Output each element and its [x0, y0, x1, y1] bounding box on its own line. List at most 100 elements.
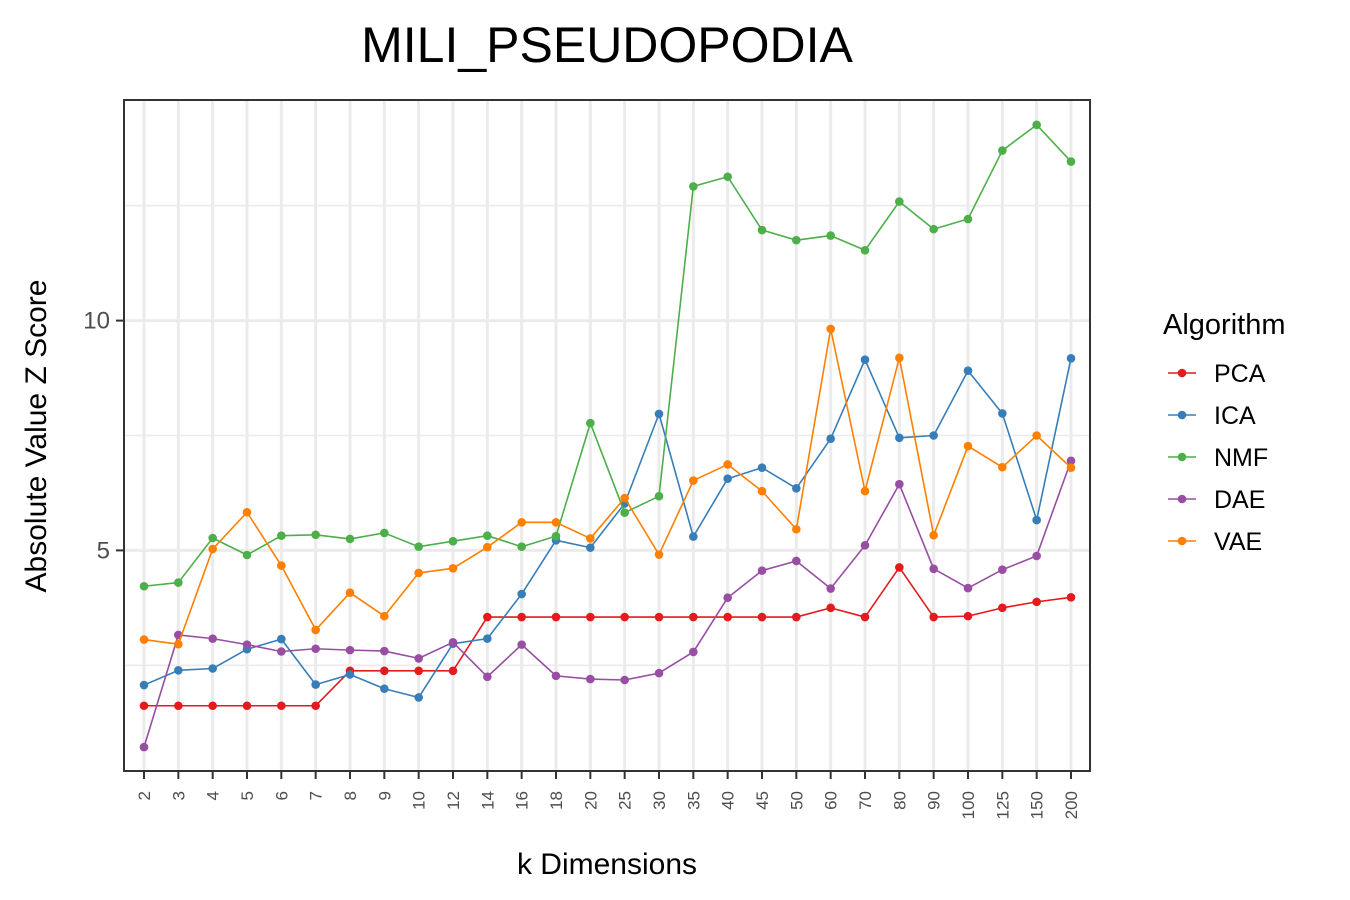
- x-tick-label: 6: [272, 791, 291, 800]
- data-point-dae: [929, 564, 938, 574]
- x-tick-label: 200: [1062, 791, 1081, 819]
- x-tick-label: 12: [444, 791, 463, 810]
- x-tick-label: 125: [993, 791, 1012, 819]
- data-point-ica: [929, 431, 938, 440]
- data-point-dae: [895, 479, 904, 489]
- data-point-ica: [483, 634, 492, 643]
- x-tick-label: 150: [1028, 791, 1047, 819]
- data-point-ica: [174, 666, 183, 675]
- data-point-nmf: [998, 146, 1007, 155]
- data-point-pca: [963, 611, 973, 621]
- series-line-vae: [143, 328, 1072, 645]
- legend-title: Algorithm: [1163, 309, 1286, 341]
- legend-key-point-dae: [1177, 494, 1187, 504]
- data-point-ica: [963, 366, 973, 375]
- x-tick-label: 25: [616, 791, 635, 810]
- series-dae: [139, 456, 1076, 752]
- data-point-dae: [414, 654, 423, 663]
- data-point-dae: [1032, 551, 1041, 561]
- data-point-vae: [826, 324, 835, 334]
- data-point-ica: [998, 409, 1007, 418]
- data-point-nmf: [551, 531, 561, 541]
- data-point-nmf: [174, 578, 183, 587]
- x-tick-label: 10: [410, 791, 429, 810]
- data-point-vae: [654, 550, 664, 559]
- data-point-pca: [723, 612, 732, 622]
- data-point-vae: [448, 564, 458, 573]
- data-point-nmf: [311, 530, 320, 540]
- series-lines: [139, 120, 1076, 752]
- data-point-dae: [757, 566, 767, 575]
- data-point-dae: [517, 640, 526, 649]
- data-point-nmf: [1066, 157, 1076, 166]
- data-point-dae: [448, 638, 458, 647]
- legend-item-ica: ICA: [1168, 402, 1256, 430]
- data-point-nmf: [620, 508, 629, 518]
- data-point-ica: [277, 634, 286, 644]
- data-point-nmf: [139, 581, 149, 591]
- data-point-dae: [998, 565, 1007, 574]
- data-point-nmf: [517, 542, 526, 552]
- x-tick-label: 18: [547, 791, 566, 810]
- data-point-pca: [586, 612, 595, 622]
- data-point-nmf: [242, 550, 252, 560]
- data-point-nmf: [792, 235, 801, 245]
- data-point-ica: [1066, 353, 1076, 363]
- x-tick-label: 2: [135, 791, 154, 800]
- x-tick-label: 30: [650, 791, 669, 810]
- series-line-dae: [143, 460, 1072, 748]
- data-point-nmf: [929, 224, 938, 234]
- legend-key-point-pca: [1177, 368, 1187, 378]
- legend-label-vae: VAE: [1214, 528, 1262, 556]
- data-point-vae: [929, 530, 938, 540]
- data-point-pca: [620, 612, 629, 622]
- series-nmf: [139, 120, 1076, 591]
- data-point-ica: [414, 693, 423, 702]
- data-point-dae: [860, 541, 870, 550]
- x-tick-label: 3: [169, 791, 188, 800]
- data-point-pca: [826, 603, 835, 613]
- x-tick-label: 9: [375, 791, 394, 800]
- data-point-ica: [826, 434, 835, 444]
- y-tick-label: 5: [97, 537, 110, 564]
- data-point-nmf: [483, 531, 492, 540]
- data-point-dae: [483, 672, 492, 682]
- series-line-nmf: [143, 124, 1072, 588]
- data-point-vae: [1032, 431, 1041, 440]
- legend: Algorithm PCA ICA NMF DAE VAE: [1163, 309, 1286, 556]
- data-point-nmf: [689, 182, 698, 191]
- x-tick-label: 5: [238, 791, 257, 800]
- data-point-dae: [551, 671, 561, 681]
- data-point-vae: [792, 524, 801, 534]
- data-point-nmf: [1032, 120, 1041, 130]
- data-point-pca: [929, 612, 938, 622]
- x-tick-label: 100: [959, 791, 978, 819]
- data-point-vae: [380, 611, 389, 621]
- legend-label-dae: DAE: [1214, 486, 1265, 514]
- data-point-ica: [139, 680, 149, 690]
- data-point-vae: [414, 568, 423, 578]
- data-point-pca: [311, 701, 320, 711]
- data-point-nmf: [414, 542, 423, 552]
- x-tick-label: 80: [890, 791, 909, 810]
- data-point-pca: [277, 701, 286, 711]
- series-ica: [139, 353, 1076, 702]
- data-point-dae: [208, 634, 217, 643]
- series-line-ica: [143, 358, 1072, 699]
- data-point-nmf: [277, 531, 286, 540]
- data-point-ica: [380, 684, 389, 694]
- data-point-dae: [654, 668, 664, 678]
- x-tick-label: 14: [478, 791, 497, 810]
- legend-key-point-ica: [1177, 410, 1187, 420]
- legend-label-pca: PCA: [1214, 360, 1266, 388]
- grid: [124, 100, 1090, 771]
- data-point-pca: [654, 612, 664, 622]
- plot-panel-border: [123, 99, 1091, 772]
- data-point-ica: [757, 463, 767, 472]
- data-point-ica: [1032, 515, 1041, 525]
- data-point-vae: [311, 625, 320, 635]
- data-point-dae: [311, 644, 320, 654]
- data-point-vae: [174, 639, 183, 649]
- data-point-pca: [448, 666, 458, 676]
- x-tick-label: 45: [753, 791, 772, 810]
